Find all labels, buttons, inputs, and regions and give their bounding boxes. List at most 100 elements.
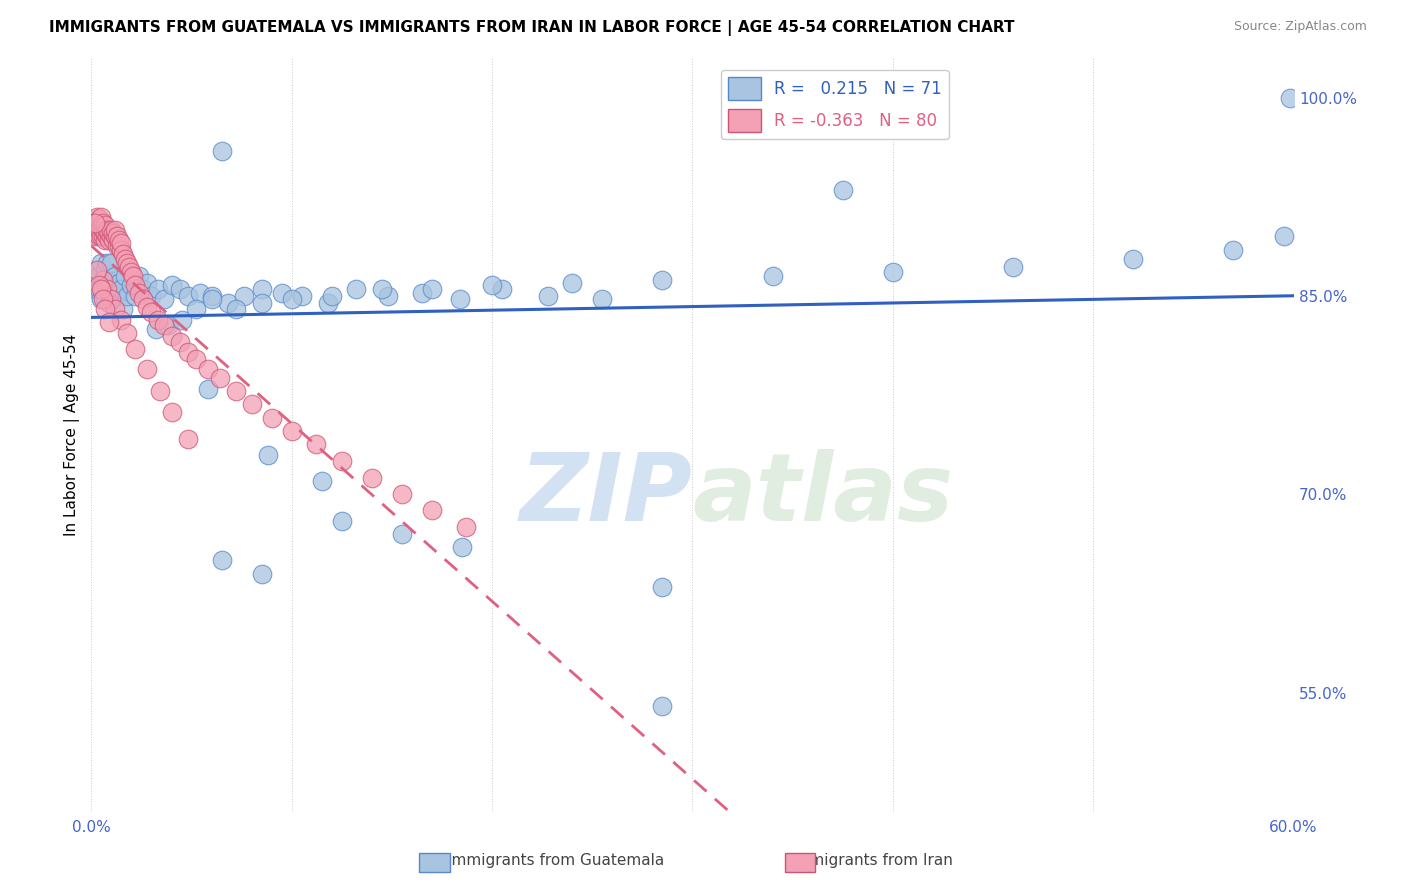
Point: [305, 437, 328, 451]
Point: [93, 229, 115, 244]
FancyBboxPatch shape: [419, 853, 450, 872]
Point: [160, 278, 183, 293]
Point: [1122, 252, 1144, 266]
Point: [270, 286, 292, 301]
Point: [94, 262, 117, 277]
Point: [882, 265, 904, 279]
Point: [94, 302, 117, 317]
Point: [94, 234, 117, 248]
Point: [93, 273, 115, 287]
Point: [211, 553, 233, 567]
Point: [132, 282, 155, 296]
Point: [96, 282, 118, 296]
Point: [98, 234, 121, 248]
Point: [121, 278, 143, 293]
Point: [454, 520, 477, 534]
Point: [90, 282, 112, 296]
Point: [170, 313, 193, 327]
Point: [146, 282, 169, 296]
Point: [411, 286, 433, 301]
Point: [110, 243, 132, 257]
Point: [86, 262, 108, 277]
Point: [110, 236, 132, 251]
Legend: R =   0.215   N = 71, R = -0.363   N = 80: R = 0.215 N = 71, R = -0.363 N = 80: [721, 70, 949, 139]
Point: [104, 302, 127, 317]
Point: [89, 278, 111, 293]
Point: [86, 226, 108, 240]
Point: [89, 212, 111, 227]
Point: [208, 371, 231, 385]
Point: [201, 289, 224, 303]
Point: [108, 276, 131, 290]
Point: [1272, 229, 1295, 244]
Point: [117, 289, 139, 303]
Point: [98, 295, 121, 310]
Point: [90, 229, 112, 244]
Y-axis label: In Labor Force | Age 45-54: In Labor Force | Age 45-54: [65, 334, 80, 536]
Point: [94, 226, 117, 240]
Text: Immigrants from Guatemala: Immigrants from Guatemala: [447, 853, 664, 868]
Point: [1278, 90, 1301, 104]
Point: [132, 292, 155, 306]
Point: [184, 352, 207, 367]
Point: [225, 302, 247, 317]
Point: [96, 278, 118, 293]
Point: [100, 276, 122, 290]
Point: [762, 269, 785, 284]
Point: [110, 282, 132, 296]
Point: [169, 335, 191, 350]
Point: [232, 289, 254, 303]
Point: [90, 210, 112, 224]
Point: [100, 223, 122, 237]
Point: [176, 344, 198, 359]
Point: [90, 220, 112, 235]
Text: Immigrants from Iran: Immigrants from Iran: [790, 853, 953, 868]
Point: [176, 432, 198, 446]
Point: [136, 300, 159, 314]
Point: [145, 322, 167, 336]
Point: [451, 541, 474, 555]
Point: [98, 226, 121, 240]
Point: [84, 216, 107, 230]
Point: [201, 292, 224, 306]
Point: [291, 289, 314, 303]
Point: [94, 218, 117, 232]
Point: [651, 698, 673, 713]
Point: [93, 292, 115, 306]
Point: [117, 256, 139, 270]
Point: [89, 229, 111, 244]
Point: [114, 269, 136, 284]
Point: [89, 282, 111, 296]
Point: [107, 289, 129, 303]
Point: [112, 246, 135, 260]
Point: [124, 289, 146, 303]
Point: [240, 397, 263, 411]
Text: ZIP: ZIP: [520, 450, 692, 541]
Point: [344, 282, 367, 296]
Point: [197, 382, 219, 396]
Point: [491, 282, 513, 296]
Point: [108, 239, 131, 253]
Point: [360, 471, 382, 485]
Point: [86, 262, 108, 277]
Point: [124, 278, 146, 293]
Point: [449, 292, 471, 306]
Point: [122, 269, 145, 284]
Point: [561, 276, 583, 290]
Point: [103, 234, 125, 248]
Point: [651, 580, 673, 594]
Point: [1001, 260, 1024, 274]
Point: [591, 292, 613, 306]
Point: [114, 252, 136, 266]
Point: [281, 292, 304, 306]
Point: [197, 361, 219, 376]
Point: [184, 302, 207, 317]
Point: [311, 474, 333, 488]
Point: [141, 289, 163, 303]
Point: [391, 487, 413, 501]
Point: [117, 326, 139, 340]
Point: [86, 216, 108, 230]
Point: [377, 289, 399, 303]
Point: [391, 527, 413, 541]
Point: [136, 276, 159, 290]
